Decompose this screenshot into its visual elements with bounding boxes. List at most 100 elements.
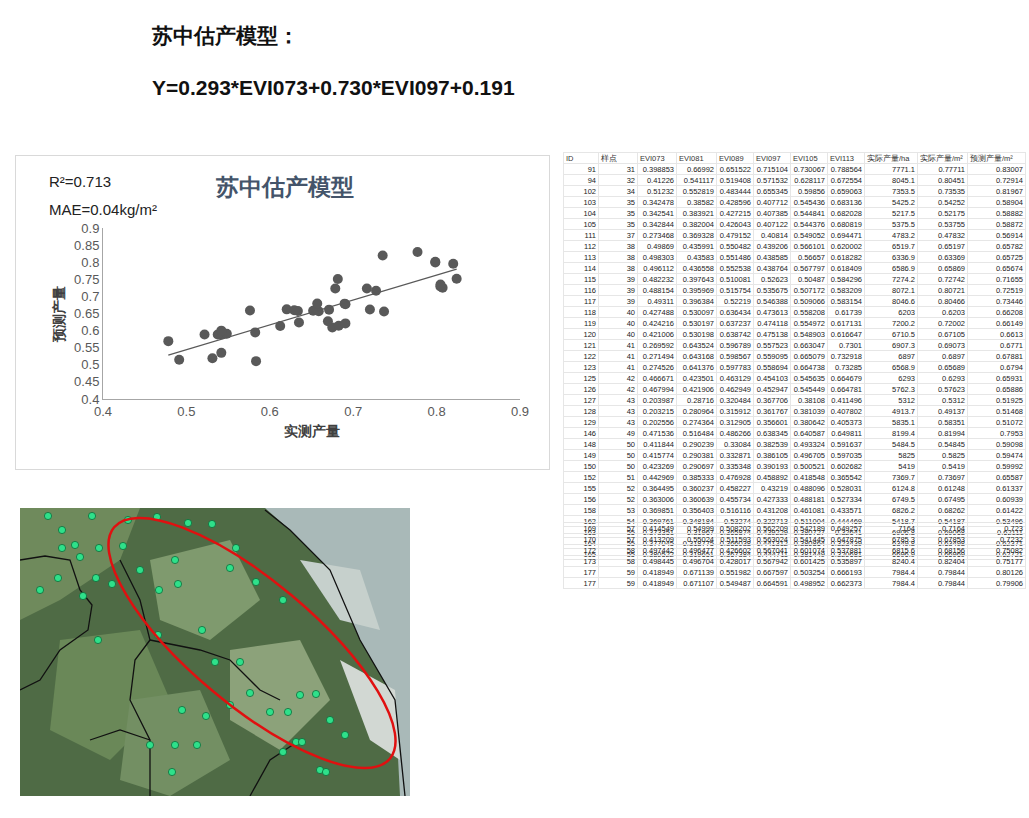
html-text:0.52175: 0.52175 [937,208,965,218]
html-text:0.54252: 0.54252 [937,197,965,207]
svg-text:0.8: 0.8 [81,255,99,270]
svg-text:0.8: 0.8 [428,404,446,419]
html-text:0.40814: 0.40814 [760,230,788,240]
html-text:0.545436: 0.545436 [793,197,825,207]
html-text:0.483444: 0.483444 [719,186,751,196]
html-text:0.715104: 0.715104 [756,164,788,174]
html-text:0.407712: 0.407712 [756,197,788,207]
svg-text:MAE=0.04kg/m²: MAE=0.04kg/m² [49,201,157,218]
html-text:0.83007: 0.83007 [995,164,1023,174]
html-text:0.571532: 0.571532 [756,175,788,185]
html-text:0.428596: 0.428596 [719,197,751,207]
svg-text:0.6: 0.6 [81,323,99,338]
html-text:7771.1: 7771.1 [892,164,915,174]
svg-text:0.5: 0.5 [177,404,195,419]
html-text:0.342541: 0.342541 [642,208,674,218]
html-text:0.680819: 0.680819 [830,219,862,229]
html-text:EVI081: EVI081 [679,153,704,163]
html-text:预测产量/m²: 预测产量/m² [970,153,1013,163]
html-text:0.407385: 0.407385 [756,208,788,218]
svg-text:0.45: 0.45 [74,374,99,389]
html-text:0.58904: 0.58904 [995,197,1023,207]
svg-text:0.75: 0.75 [74,272,99,287]
svg-text:0.9: 0.9 [81,221,99,236]
html-text:0.541117: 0.541117 [683,175,714,185]
html-text:0.427215: 0.427215 [719,208,751,218]
svg-text:0.4: 0.4 [94,404,112,419]
html-text:0.51232: 0.51232 [646,186,674,196]
html-text:4783.2: 4783.2 [892,230,915,240]
html-text:0.382004: 0.382004 [682,219,714,229]
html-text:0.651522: 0.651522 [719,164,751,174]
svg-text:0.4: 0.4 [81,392,99,407]
html-text:0.81967: 0.81967 [995,186,1023,196]
html-text:0.544841: 0.544841 [793,208,825,218]
html-text:5425.2: 5425.2 [892,197,915,207]
html-text:0.519408: 0.519408 [719,175,751,185]
html-text:5375.5: 5375.5 [892,219,915,229]
svg-text:R²=0.713: R²=0.713 [49,173,111,190]
html-text:0.38582: 0.38582 [686,197,714,207]
html-text:EVI073: EVI073 [640,153,665,163]
html-text:0.369328: 0.369328 [682,230,714,240]
svg-text:0.55: 0.55 [74,340,99,355]
html-text:0.59856: 0.59856 [797,186,825,196]
html-text:0.788564: 0.788564 [830,164,862,174]
html-text:0.77711: 0.77711 [938,164,965,174]
html-text:0.655345: 0.655345 [756,186,788,196]
html-text:0.273468: 0.273468 [642,230,674,240]
html-text:0.628117: 0.628117 [794,175,825,185]
svg-text:0.7: 0.7 [81,289,99,304]
html-text:0.58882: 0.58882 [995,208,1023,218]
html-text:Y=0.293*EVI073+0.730*EVI097+0.: Y=0.293*EVI073+0.730*EVI097+0.191 [152,76,515,99]
svg-text:0.7: 0.7 [344,404,362,419]
html-text:0.682028: 0.682028 [830,208,862,218]
html-text:0.672554: 0.672554 [830,175,862,185]
svg-text:苏中估产模型: 苏中估产模型 [215,174,354,200]
html-text:0.659063: 0.659063 [830,186,862,196]
html-text:实际产量/m²: 实际产量/m² [920,153,963,163]
html-text:0.694471: 0.694471 [830,230,862,240]
html-text:0.53755: 0.53755 [937,219,965,229]
html-text:0.383921: 0.383921 [682,208,714,218]
html-text:0.552819: 0.552819 [682,186,714,196]
html-text:EVI113: EVI113 [830,153,854,163]
html-text:0.41226: 0.41226 [646,175,674,185]
html-text:EVI097: EVI097 [756,153,781,163]
html-text:实际产量/ha: 实际产量/ha [867,153,910,163]
html-text:105: 105 [583,219,596,229]
svg-text:0.5: 0.5 [81,357,99,372]
html-text:0.72914: 0.72914 [995,175,1023,185]
html-text:0.730067: 0.730067 [793,164,825,174]
html-text:102: 102 [583,186,596,196]
svg-text:0.85: 0.85 [74,238,99,253]
html-text:0.66992: 0.66992 [686,164,714,174]
html-text:EVI105: EVI105 [793,153,818,163]
svg-text:实测产量: 实测产量 [284,423,340,439]
html-text:EVI089: EVI089 [719,153,744,163]
html-text:0.407122: 0.407122 [756,219,788,229]
svg-text:预测产量: 预测产量 [51,286,67,343]
svg-text:0.65: 0.65 [74,306,99,321]
svg-text:0.9: 0.9 [511,404,529,419]
html-text:0.80451: 0.80451 [937,175,965,185]
html-text:苏中估产模型：: 苏中估产模型： [152,24,299,47]
html-text:0.479152: 0.479152 [719,230,751,240]
html-text:103: 103 [583,197,596,207]
html-text:样点: 样点 [601,153,617,163]
html-text:0.683136: 0.683136 [830,197,862,207]
html-text:0.58872: 0.58872 [995,219,1023,229]
html-text:0.426043: 0.426043 [719,219,751,229]
html-text:8045.1: 8045.1 [892,175,915,185]
html-text:0.544376: 0.544376 [793,219,825,229]
html-text:0.342478: 0.342478 [642,197,674,207]
svg-text:0.6: 0.6 [261,404,279,419]
html-text:0.398853: 0.398853 [642,164,674,174]
html-text:0.73535: 0.73535 [937,186,965,196]
html-text:104: 104 [583,208,596,218]
html-text:7353.5: 7353.5 [892,186,915,196]
html-text:5217.5: 5217.5 [892,208,915,218]
html-text:111: 111 [584,230,596,240]
html-text:0.342844: 0.342844 [642,219,674,229]
html-text:0.549052: 0.549052 [793,230,825,240]
